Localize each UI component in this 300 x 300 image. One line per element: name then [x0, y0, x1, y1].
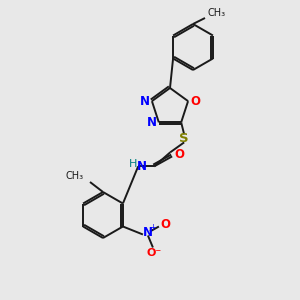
Text: O: O [160, 218, 170, 231]
Text: N: N [137, 160, 147, 173]
Text: N: N [140, 94, 150, 108]
Text: CH₃: CH₃ [208, 8, 226, 18]
Text: N: N [147, 116, 157, 129]
Text: S: S [179, 132, 189, 145]
Text: CH₃: CH₃ [66, 171, 84, 181]
Text: O: O [190, 94, 200, 108]
Text: H: H [129, 159, 137, 170]
Text: +: + [149, 223, 156, 232]
Text: O: O [174, 148, 184, 161]
Text: N: N [143, 226, 153, 239]
Text: O⁻: O⁻ [146, 248, 161, 259]
